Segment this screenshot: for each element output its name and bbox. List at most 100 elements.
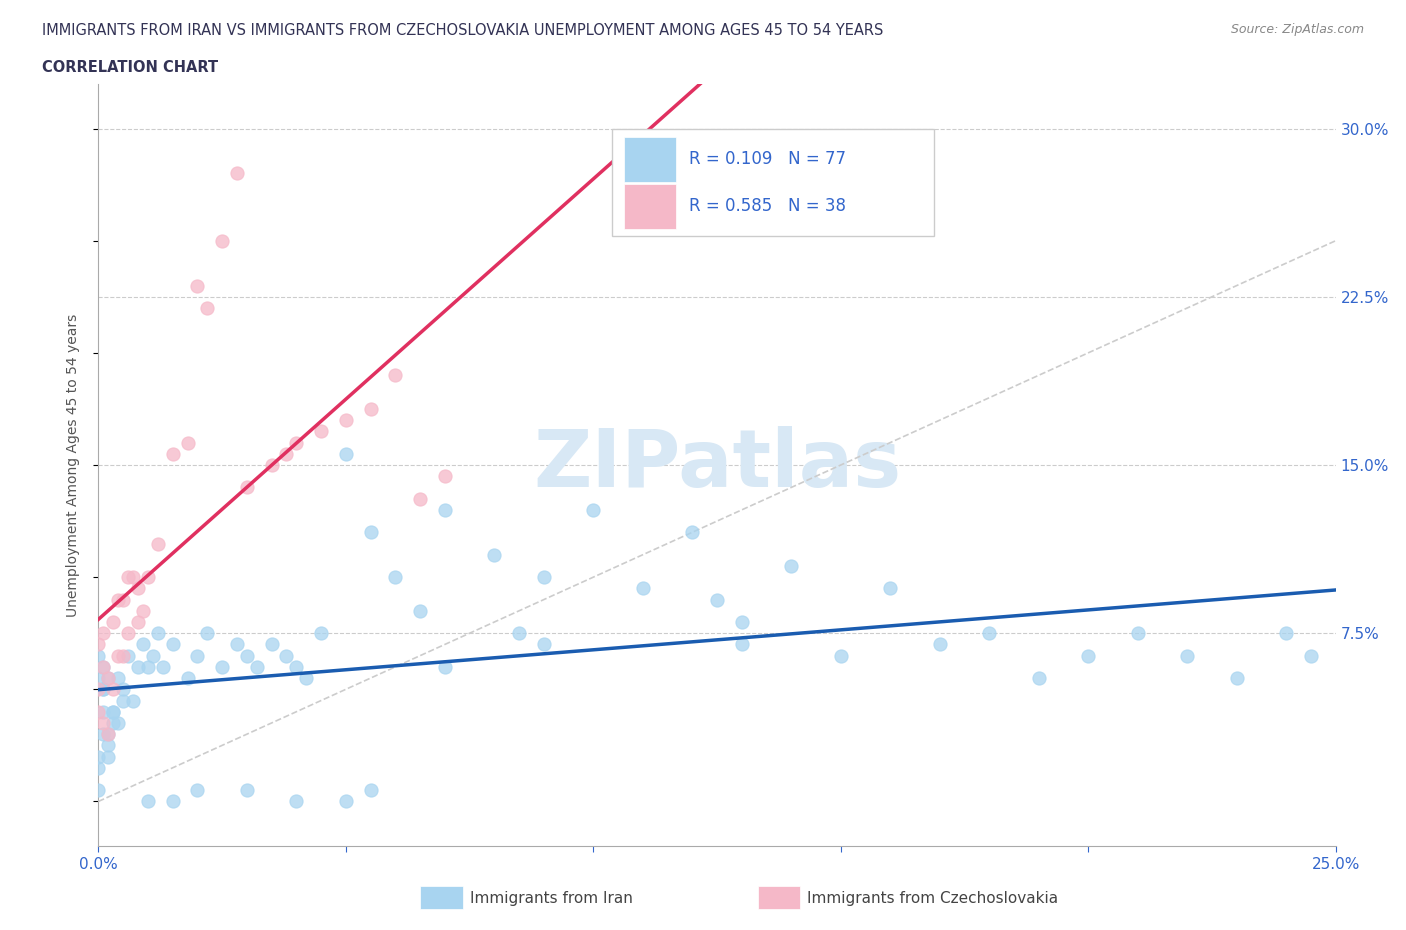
Point (195, 300, 218, 315)
Text: ZIPatlas: ZIPatlas (533, 426, 901, 504)
Point (162, 637, 184, 652)
Point (103, 704, 125, 719)
Point (285, 659, 308, 674)
Point (285, 794, 308, 809)
Point (1126, 626, 1149, 641)
Point (122, 693, 145, 708)
Point (97, 726, 120, 741)
Point (93, 626, 115, 641)
Point (107, 671, 129, 685)
Text: Source: ZipAtlas.com: Source: ZipAtlas.com (1230, 23, 1364, 36)
Point (1299, 648, 1322, 663)
Point (384, 368, 406, 383)
Point (87, 682, 110, 697)
Point (360, 525, 382, 539)
Point (93, 715, 115, 730)
Point (295, 671, 318, 685)
Point (127, 581, 149, 596)
Point (360, 402, 382, 417)
Point (335, 794, 357, 809)
Point (87, 761, 110, 776)
Y-axis label: Unemployment Among Ages 45 to 54 years: Unemployment Among Ages 45 to 54 years (66, 313, 80, 617)
Point (93, 704, 115, 719)
Point (226, 637, 249, 652)
Point (706, 592, 728, 607)
Text: Immigrants from Iran: Immigrants from Iran (470, 891, 633, 906)
Point (780, 559, 803, 574)
Text: R = 0.109   N = 77: R = 0.109 N = 77 (689, 151, 845, 168)
Point (309, 626, 332, 641)
Point (93, 682, 115, 697)
Point (533, 570, 555, 585)
Text: Immigrants from Czechoslovakia: Immigrants from Czechoslovakia (807, 891, 1059, 906)
Point (107, 715, 129, 730)
Point (97, 737, 120, 752)
Point (276, 446, 298, 461)
Point (681, 525, 703, 539)
Point (87, 783, 110, 798)
Point (117, 648, 139, 663)
Point (103, 715, 125, 730)
Point (731, 637, 754, 652)
Point (631, 581, 654, 596)
Text: R = 0.585   N = 38: R = 0.585 N = 38 (689, 197, 845, 216)
Point (97, 726, 120, 741)
Point (142, 648, 165, 663)
Point (117, 570, 139, 585)
Point (93, 682, 115, 697)
Point (136, 570, 159, 585)
Point (246, 659, 269, 674)
Point (146, 536, 169, 551)
Point (117, 626, 139, 641)
Point (285, 435, 308, 450)
Point (97, 671, 120, 685)
Point (103, 682, 125, 697)
Point (93, 659, 115, 674)
Point (97, 750, 120, 764)
Point (731, 615, 754, 630)
Point (335, 446, 357, 461)
Point (260, 458, 283, 472)
Point (122, 570, 145, 585)
Point (103, 615, 125, 630)
Point (484, 547, 506, 562)
Point (176, 671, 198, 685)
Point (1275, 626, 1298, 641)
Point (195, 626, 218, 641)
Point (508, 626, 530, 641)
Point (879, 581, 901, 596)
Point (112, 693, 135, 708)
Point (1175, 648, 1198, 663)
Point (87, 637, 110, 652)
Point (93, 659, 115, 674)
Point (236, 783, 259, 798)
Point (87, 648, 110, 663)
Point (335, 413, 357, 428)
Point (97, 671, 120, 685)
Point (112, 682, 135, 697)
Point (236, 480, 259, 495)
FancyBboxPatch shape (624, 137, 676, 182)
Point (211, 233, 233, 248)
Point (409, 491, 432, 506)
Point (186, 278, 208, 293)
FancyBboxPatch shape (612, 129, 934, 236)
Point (384, 570, 406, 585)
Point (533, 637, 555, 652)
Point (176, 435, 198, 450)
Point (433, 659, 456, 674)
Point (152, 659, 174, 674)
Point (136, 659, 159, 674)
Text: CORRELATION CHART: CORRELATION CHART (42, 60, 218, 75)
Point (433, 502, 456, 517)
Point (276, 648, 298, 663)
Point (146, 626, 169, 641)
Point (103, 704, 125, 719)
Point (1077, 648, 1099, 663)
Point (979, 626, 1001, 641)
Point (132, 604, 155, 618)
FancyBboxPatch shape (624, 184, 676, 229)
Point (87, 704, 110, 719)
Point (87, 750, 110, 764)
Point (309, 424, 332, 439)
